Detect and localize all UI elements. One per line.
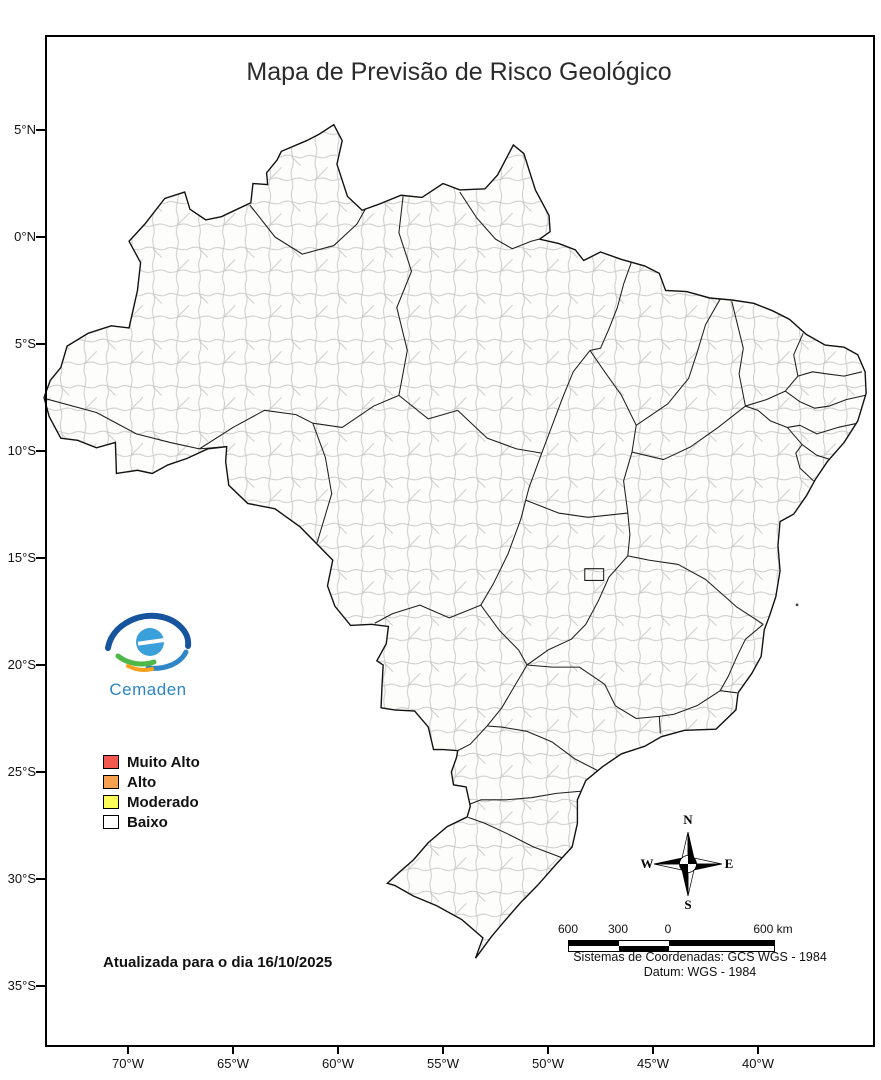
state-borders: [44, 191, 866, 859]
cemaden-logo-text: Cemaden: [109, 680, 187, 699]
legend-label-muito-alto: Muito Alto: [127, 753, 200, 771]
lat-label-35s: 35°S: [7, 978, 36, 993]
lat-label-5n: 5°N: [14, 122, 36, 137]
compass-letter-s: S: [684, 897, 691, 912]
legend-item-baixo: Baixo: [103, 812, 200, 832]
logo-green-arc: [115, 653, 157, 667]
compass-letter-e: E: [725, 856, 734, 871]
lat-tick: [36, 985, 45, 987]
lat-label-0n: 0°N: [14, 229, 36, 244]
legend-item-moderado: Moderado: [103, 792, 200, 812]
scale-bar: 600 300 0 600 km: [558, 908, 800, 960]
legend-item-muito-alto: Muito Alto: [103, 752, 200, 772]
legend-swatch-baixo: [103, 815, 119, 829]
lat-tick: [36, 771, 45, 773]
lat-label-30s: 30°S: [7, 871, 36, 886]
lon-tick: [442, 1045, 444, 1054]
logo-orange-arc: [126, 664, 154, 672]
lon-label-50w: 50°W: [532, 1056, 564, 1071]
lon-tick: [547, 1045, 549, 1054]
lat-label-10s: 10°S: [7, 443, 36, 458]
coordinate-system-note: Sistemas de Coordenadas: GCS WGS - 1984 …: [520, 950, 880, 980]
lon-label-60w: 60°W: [322, 1056, 354, 1071]
lon-label-40w: 40°W: [742, 1056, 774, 1071]
lon-tick: [337, 1045, 339, 1054]
lat-label-15s: 15°S: [7, 550, 36, 565]
compass-star: [653, 831, 723, 897]
lat-tick: [36, 129, 45, 131]
legend-label-alto: Alto: [127, 773, 157, 791]
scale-label-0: 0: [664, 922, 672, 936]
lat-tick: [36, 450, 45, 452]
legend-swatch-moderado: [103, 795, 119, 809]
lat-tick: [36, 343, 45, 345]
distrito-federal-outline: [584, 568, 605, 582]
legend-label-baixo: Baixo: [127, 813, 168, 831]
legend-label-moderado: Moderado: [127, 793, 199, 811]
risk-legend: Muito Alto Alto Moderado Baixo: [103, 752, 200, 832]
legend-swatch-alto: [103, 775, 119, 789]
lat-tick: [36, 557, 45, 559]
lon-label-45w: 45°W: [637, 1056, 669, 1071]
scale-label-600-km: 600 km: [753, 922, 793, 936]
lon-tick: [127, 1045, 129, 1054]
compass-letter-n: N: [683, 812, 693, 827]
compass-letter-w: W: [641, 856, 654, 871]
compass-rose: N E S W: [641, 812, 734, 912]
cemaden-logo: [105, 612, 192, 672]
datum-line: Datum: WGS - 1984: [643, 965, 757, 979]
crs-line: Sistemas de Coordenadas: GCS WGS - 1984: [573, 950, 827, 964]
lat-label-25s: 25°S: [7, 764, 36, 779]
legend-swatch-muito-alto: [103, 755, 119, 769]
map-frame: [45, 35, 875, 1047]
lat-label-5s: 5°S: [14, 336, 36, 351]
scale-bar-graphic: [568, 940, 775, 952]
update-note: Atualizada para o dia 16/10/2025: [103, 954, 333, 971]
logo-eye-bar: [137, 638, 165, 646]
lat-tick: [36, 236, 45, 238]
lon-label-70w: 70°W: [112, 1056, 144, 1071]
lat-tick: [36, 664, 45, 666]
lat-tick: [36, 878, 45, 880]
offshore-island-dot: [795, 603, 799, 607]
lon-label-65w: 65°W: [217, 1056, 249, 1071]
scale-label-600-left: 600: [557, 922, 579, 936]
lon-tick: [232, 1045, 234, 1054]
legend-item-alto: Alto: [103, 772, 200, 792]
lon-label-55w: 55°W: [427, 1056, 459, 1071]
logo-outer-arc: [105, 612, 192, 651]
lon-tick: [757, 1045, 759, 1054]
scale-label-300: 300: [607, 922, 629, 936]
page-title: Mapa de Previsão de Risco Geológico: [246, 58, 672, 86]
lon-tick: [652, 1045, 654, 1054]
lat-label-20s: 20°S: [7, 657, 36, 672]
